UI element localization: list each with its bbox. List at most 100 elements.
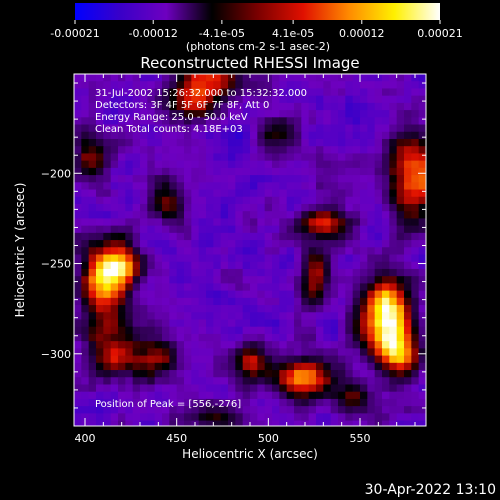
heatmap-cell bbox=[352, 74, 361, 82]
heatmap-cell bbox=[404, 276, 412, 284]
heatmap-cell bbox=[323, 225, 332, 234]
heatmap-cell bbox=[213, 384, 222, 393]
heatmap-cell bbox=[162, 348, 170, 357]
heatmap-cell bbox=[411, 398, 420, 407]
heatmap-cell bbox=[213, 146, 222, 155]
heatmap-cell bbox=[96, 413, 104, 422]
heatmap-cell bbox=[286, 254, 295, 263]
heatmap-cell bbox=[81, 138, 90, 147]
heatmap-cell bbox=[301, 175, 310, 183]
heatmap-cell bbox=[301, 182, 310, 191]
heatmap-cell bbox=[389, 261, 398, 270]
heatmap-cell bbox=[206, 88, 214, 97]
heatmap-cell bbox=[154, 247, 163, 256]
heatmap-cell bbox=[242, 362, 251, 371]
heatmap-cell bbox=[198, 406, 207, 414]
heatmap-cell bbox=[176, 146, 185, 155]
heatmap-cell bbox=[250, 102, 258, 111]
heatmap-cell bbox=[323, 189, 332, 198]
heatmap-cell bbox=[286, 333, 295, 342]
heatmap-cell bbox=[396, 377, 405, 386]
heatmap-cell bbox=[330, 196, 339, 205]
heatmap-cell bbox=[169, 203, 178, 212]
heatmap-cell bbox=[360, 384, 368, 393]
heatmap-cell bbox=[323, 413, 332, 422]
x-tick-label: 500 bbox=[258, 432, 279, 445]
heatmap-cell bbox=[118, 391, 126, 400]
heatmap-cell bbox=[96, 110, 104, 118]
heatmap-cell bbox=[279, 95, 288, 104]
heatmap-cell bbox=[389, 362, 398, 371]
heatmap-cell bbox=[264, 218, 273, 227]
heatmap-cell bbox=[418, 312, 426, 321]
heatmap-cell bbox=[411, 413, 420, 422]
heatmap-cell bbox=[235, 348, 244, 357]
heatmap-cell bbox=[338, 333, 346, 342]
heatmap-cell bbox=[411, 225, 420, 234]
heatmap-cell bbox=[118, 268, 126, 277]
heatmap-cell bbox=[140, 182, 148, 191]
heatmap-cell bbox=[125, 189, 134, 198]
heatmap-cell bbox=[162, 398, 170, 407]
heatmap-cell bbox=[264, 398, 273, 407]
heatmap-cell bbox=[345, 319, 354, 328]
heatmap-cell bbox=[272, 225, 280, 234]
heatmap-cell bbox=[132, 160, 141, 169]
heatmap-cell bbox=[389, 167, 398, 176]
heatmap-cell bbox=[191, 297, 200, 306]
heatmap-cell bbox=[418, 377, 426, 386]
heatmap-cell bbox=[110, 261, 119, 270]
heatmap-cell bbox=[169, 138, 178, 147]
heatmap-cell bbox=[88, 189, 97, 198]
heatmap-cell bbox=[338, 225, 346, 234]
heatmap-cell bbox=[213, 398, 222, 407]
heatmap-cell bbox=[418, 290, 426, 299]
heatmap-cell bbox=[132, 370, 141, 378]
heatmap-cell bbox=[330, 160, 339, 169]
heatmap-cell bbox=[286, 160, 295, 169]
heatmap-cell bbox=[286, 88, 295, 97]
heatmap-cell bbox=[294, 218, 302, 227]
heatmap-cell bbox=[418, 355, 426, 364]
heatmap-cell bbox=[418, 211, 426, 220]
annotation-clean-counts: Clean Total counts: 4.18E+03 bbox=[95, 124, 243, 135]
heatmap-cell bbox=[191, 391, 200, 400]
heatmap-cell bbox=[264, 189, 273, 198]
heatmap-cell bbox=[154, 153, 163, 162]
heatmap-cell bbox=[169, 160, 178, 169]
heatmap-cell bbox=[338, 211, 346, 220]
heatmap-cell bbox=[418, 384, 426, 393]
heatmap-cell bbox=[220, 196, 229, 205]
heatmap-cell bbox=[88, 175, 97, 183]
heatmap-cell bbox=[110, 203, 119, 212]
heatmap-cell bbox=[316, 254, 324, 263]
heatmap-cell bbox=[323, 247, 332, 256]
heatmap-cell bbox=[162, 182, 170, 191]
heatmap-cell bbox=[118, 406, 126, 414]
heatmap-cell bbox=[250, 362, 258, 371]
heatmap-cell bbox=[411, 268, 420, 277]
heatmap-cell bbox=[191, 131, 200, 140]
heatmap-cell bbox=[330, 341, 339, 349]
heatmap-cell bbox=[352, 261, 361, 270]
heatmap-cell bbox=[220, 218, 229, 227]
heatmap-cell bbox=[220, 131, 229, 140]
heatmap-cell bbox=[140, 420, 148, 426]
heatmap-cell bbox=[242, 326, 251, 335]
heatmap-cell bbox=[162, 102, 170, 111]
heatmap-cell bbox=[198, 413, 207, 422]
heatmap-cell bbox=[360, 362, 368, 371]
heatmap-cell bbox=[360, 283, 368, 292]
heatmap-cell bbox=[367, 254, 376, 263]
heatmap-cell bbox=[382, 406, 390, 414]
heatmap-cell bbox=[162, 74, 170, 82]
heatmap-cell bbox=[206, 95, 214, 104]
heatmap-cell bbox=[213, 138, 222, 147]
heatmap-cell bbox=[360, 153, 368, 162]
heatmap-cell bbox=[176, 110, 185, 118]
heatmap-cell bbox=[316, 124, 324, 133]
heatmap-cell bbox=[140, 290, 148, 299]
heatmap-cell bbox=[411, 261, 420, 270]
heatmap-cell bbox=[286, 175, 295, 183]
